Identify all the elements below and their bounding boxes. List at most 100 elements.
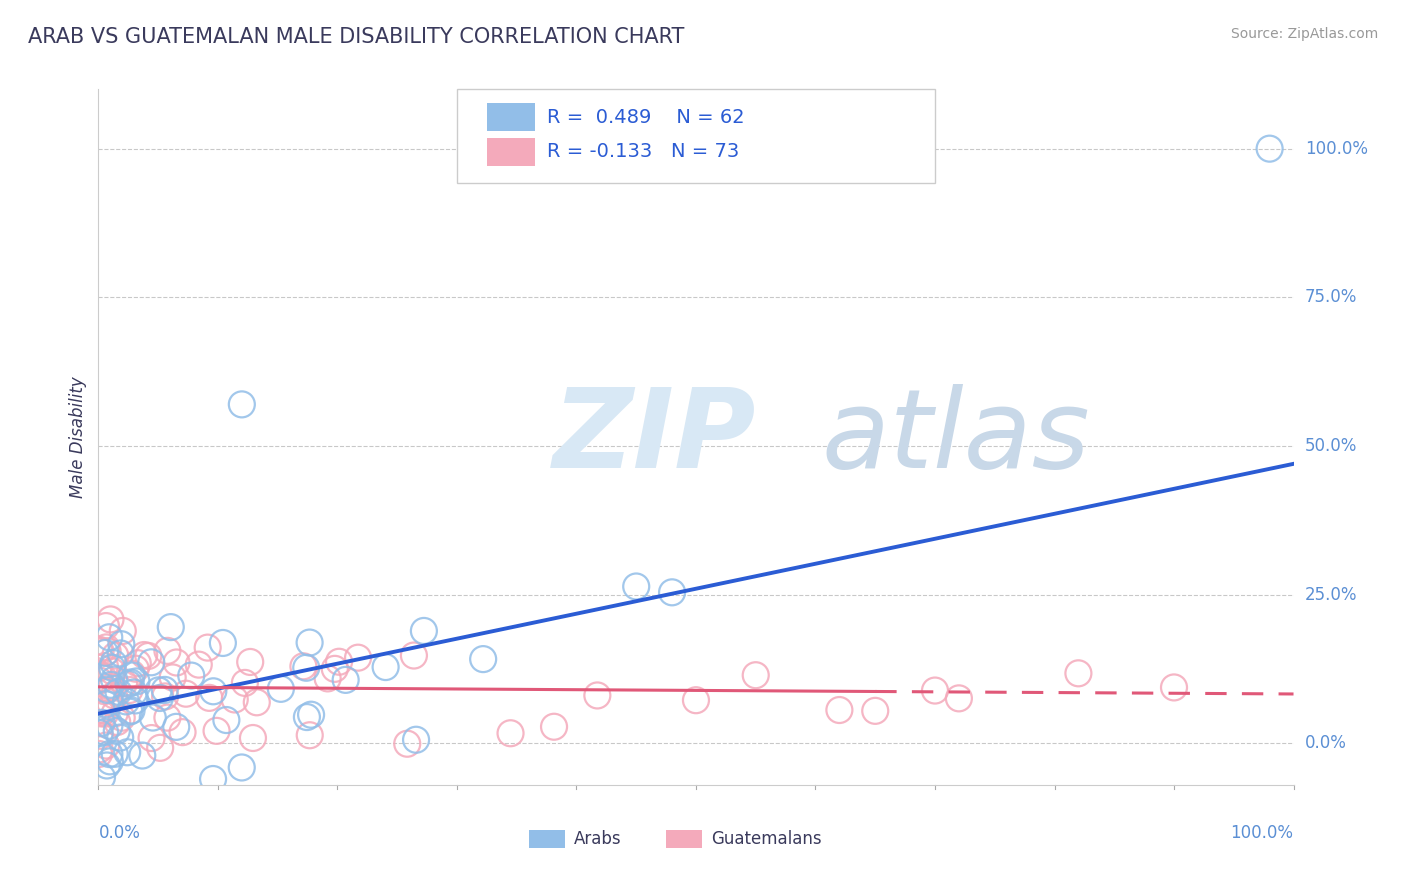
Point (115, 745, 138, 759)
Point (141, 731, 163, 745)
Point (87, 747, 110, 761)
Point (215, 713, 238, 727)
Point (105, 723, 128, 738)
Point (134, 648, 156, 662)
Point (94, 640, 117, 655)
Point (197, 640, 219, 655)
Text: 100.0%: 100.0% (1305, 140, 1368, 158)
Point (685, 693, 707, 707)
Point (405, 732, 427, 747)
Point (125, 674, 148, 689)
Point (101, 661, 124, 675)
Point (94, 724, 117, 739)
Point (180, 668, 202, 682)
Point (187, 657, 209, 672)
Point (270, 681, 292, 696)
Point (107, 685, 129, 699)
Point (101, 665, 124, 679)
Point (246, 695, 269, 709)
Point (1067, 666, 1090, 681)
Point (347, 650, 370, 665)
Point (661, 585, 683, 599)
Point (231, 397, 253, 411)
Point (118, 705, 141, 719)
Point (233, 676, 256, 690)
Point (124, 693, 146, 707)
Point (104, 706, 127, 721)
Point (586, 689, 609, 703)
Point (239, 655, 262, 669)
Point (121, 668, 143, 682)
Point (412, 624, 434, 638)
Point (165, 720, 187, 734)
Point (91, 770, 114, 784)
Point (98, 719, 121, 733)
Point (1163, 681, 1185, 695)
Point (111, 624, 134, 638)
Point (142, 710, 165, 724)
Text: Source: ZipAtlas.com: Source: ZipAtlas.com (1230, 27, 1378, 41)
Point (299, 707, 322, 722)
Point (122, 685, 145, 699)
Point (141, 655, 163, 669)
Point (103, 673, 125, 687)
FancyBboxPatch shape (457, 89, 935, 183)
Point (374, 660, 396, 674)
Point (94, 659, 117, 673)
Bar (486, 103, 534, 131)
Point (745, 668, 768, 682)
Point (93, 684, 115, 698)
Point (103, 689, 125, 703)
Point (120, 675, 142, 690)
Text: R = -0.133   N = 73: R = -0.133 N = 73 (547, 143, 738, 161)
Point (89, 703, 111, 717)
Point (626, 580, 648, 594)
Text: 25.0%: 25.0% (1305, 586, 1357, 604)
Point (93, 704, 115, 718)
Point (97, 644, 120, 658)
Point (543, 720, 565, 734)
Point (402, 648, 425, 663)
Point (94, 646, 117, 660)
Point (292, 659, 315, 673)
Text: ARAB VS GUATEMALAN MALE DISABILITY CORRELATION CHART: ARAB VS GUATEMALAN MALE DISABILITY CORRE… (28, 27, 685, 46)
Point (159, 620, 181, 634)
Point (1258, 142, 1281, 156)
Point (316, 672, 339, 686)
Point (323, 662, 346, 676)
Point (148, 683, 170, 698)
Bar (529, 830, 565, 847)
Point (153, 682, 176, 697)
Point (89, 726, 111, 740)
Point (149, 740, 172, 755)
Point (89, 729, 111, 743)
Point (117, 677, 139, 691)
Point (202, 772, 225, 786)
Point (98, 696, 121, 710)
Point (121, 704, 143, 718)
Text: 75.0%: 75.0% (1305, 288, 1357, 306)
Point (499, 726, 522, 740)
Point (94, 697, 117, 711)
Point (948, 691, 970, 706)
Point (202, 684, 225, 698)
Point (90, 706, 112, 721)
Point (89, 742, 111, 756)
Point (121, 666, 143, 681)
Point (111, 711, 134, 725)
Point (112, 676, 135, 690)
Y-axis label: Male Disability: Male Disability (69, 376, 87, 498)
Point (156, 711, 179, 725)
Point (156, 644, 179, 658)
Point (242, 731, 264, 745)
Point (98, 630, 121, 644)
Point (328, 655, 350, 669)
Text: 100.0%: 100.0% (1230, 824, 1294, 842)
Point (91, 671, 114, 685)
Text: 0.0%: 0.0% (98, 824, 141, 842)
Bar (666, 830, 702, 847)
Point (96, 758, 118, 772)
Point (125, 662, 148, 676)
Point (136, 648, 159, 663)
Point (396, 737, 419, 751)
